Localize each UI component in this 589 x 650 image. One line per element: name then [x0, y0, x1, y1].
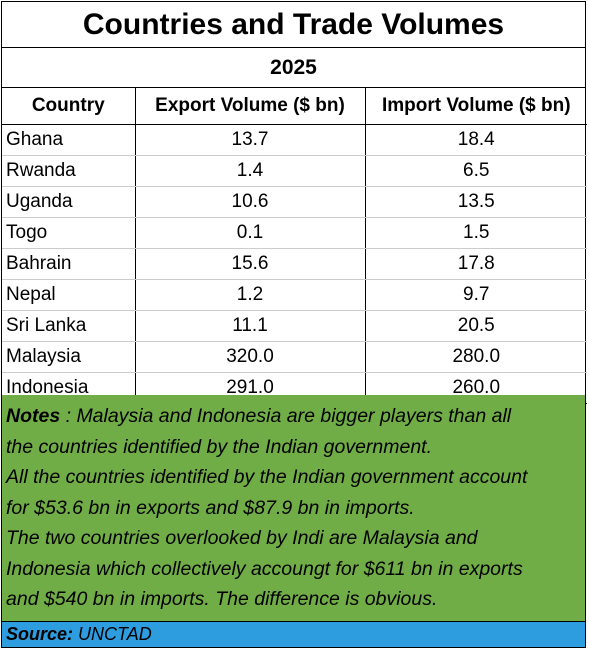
table-row: Uganda 10.6 13.5 [2, 186, 587, 218]
table-row: Ghana 13.7 18.4 [2, 124, 587, 156]
table-row: Togo 0.1 1.5 [2, 217, 587, 249]
import-volume-cell: 9.7 [364, 279, 587, 311]
country-cell: Togo [2, 217, 135, 249]
table-title: Countries and Trade Volumes [2, 2, 585, 48]
notes-line: for $53.6 bn in exports and $87.9 bn in … [6, 496, 415, 519]
export-volume-cell: 1.4 [134, 155, 365, 187]
import-volume-cell: 1.5 [364, 217, 587, 249]
source-label: Source: [6, 624, 74, 644]
table-row: Malaysia 320.0 280.0 [2, 341, 587, 373]
notes-line: and $540 bn in imports. The difference i… [6, 588, 438, 610]
table-body: Ghana 13.7 18.4 Rwanda 1.4 6.5 Uganda 10.6 13.5 T… [2, 124, 587, 404]
import-volume-cell: 18.4 [364, 124, 587, 156]
notes-panel: Notes : Malaysia and Indonesia are bigge… [2, 395, 585, 622]
notes-line: The two countries overlooked by Indi are… [6, 527, 478, 549]
table-row: Sri Lanka 11.1 20.5 [2, 310, 587, 342]
country-cell: Bahrain [2, 248, 135, 280]
country-cell: Uganda [2, 186, 135, 218]
table-subtitle-year: 2025 [2, 48, 585, 88]
export-volume-cell: 15.6 [134, 248, 365, 280]
country-cell: Sri Lanka [2, 310, 135, 342]
notes-line: All the countries identified by the Indi… [6, 466, 528, 488]
table-row: Nepal 1.2 9.7 [2, 279, 587, 311]
notes-line: the countries identified by the Indian g… [6, 435, 433, 458]
notes-label: Notes [6, 405, 61, 427]
import-volume-cell: 17.8 [364, 248, 587, 280]
import-volume-cell: 280.0 [364, 341, 587, 373]
import-volume-cell: 20.5 [364, 310, 587, 342]
column-header-export-volume: Export Volume ($ bn) [134, 88, 365, 125]
table-row: Rwanda 1.4 6.5 [2, 155, 587, 187]
table-header-row: Country Export Volume ($ bn) Import Volu… [2, 88, 587, 125]
export-volume-cell: 13.7 [134, 124, 365, 156]
import-volume-cell: 6.5 [364, 155, 587, 187]
column-header-import-volume: Import Volume ($ bn) [364, 88, 587, 125]
notes-line: Indonesia which collectively accoungt fo… [6, 557, 523, 580]
import-volume-cell: 13.5 [364, 186, 587, 218]
notes-line: : Malaysia and Indonesia are bigger play… [60, 405, 512, 427]
table-row: Bahrain 15.6 17.8 [2, 248, 587, 280]
country-cell: Ghana [2, 124, 135, 156]
export-volume-cell: 10.6 [134, 186, 365, 218]
country-cell: Malaysia [2, 341, 135, 373]
export-volume-cell: 0.1 [134, 217, 365, 249]
country-cell: Rwanda [2, 155, 135, 187]
country-cell: Nepal [2, 279, 135, 311]
trade-volumes-table: Country Export Volume ($ bn) Import Volu… [2, 88, 587, 404]
export-volume-cell: 1.2 [134, 279, 365, 311]
source-value: UNCTAD [78, 624, 152, 644]
source-bar: Source: UNCTAD [2, 622, 585, 647]
export-volume-cell: 11.1 [134, 310, 365, 342]
column-header-country: Country [2, 88, 135, 125]
export-volume-cell: 320.0 [134, 341, 365, 373]
